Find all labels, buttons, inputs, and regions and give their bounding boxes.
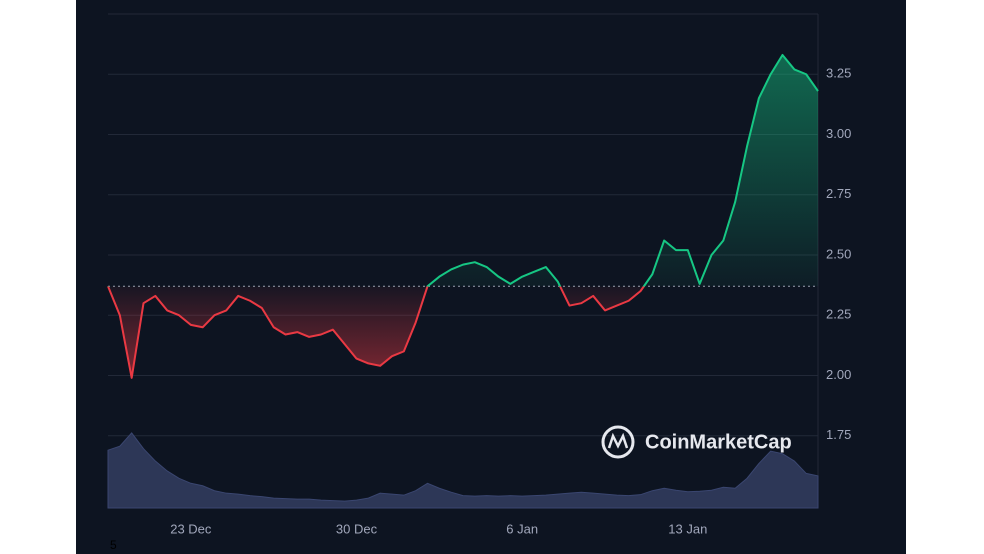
- x-tick-label: 6 Jan: [506, 521, 538, 536]
- watermark-logo: [601, 425, 635, 459]
- y-tick-label: 2.75: [826, 186, 851, 201]
- price-line: [107, 53, 819, 379]
- y-tick-label: 2.50: [826, 246, 851, 261]
- x-tick-label: 30 Dec: [336, 521, 378, 536]
- y-tick-label: 3.25: [826, 66, 851, 81]
- price-area: [108, 54, 818, 378]
- watermark: CoinMarketCap: [601, 425, 792, 459]
- y-tick-label: 1.75: [826, 427, 851, 442]
- y-tick-label: 3.00: [826, 126, 851, 141]
- x-tick-label: 23 Dec: [170, 521, 212, 536]
- y-tick-label: 2.00: [826, 367, 851, 382]
- watermark-logo: [607, 432, 629, 449]
- footnote: 5: [110, 538, 117, 552]
- y-tick-label: 2.25: [826, 307, 851, 322]
- watermark-text: CoinMarketCap: [645, 431, 792, 453]
- x-tick-label: 13 Jan: [668, 521, 707, 536]
- volume-area: [107, 432, 819, 509]
